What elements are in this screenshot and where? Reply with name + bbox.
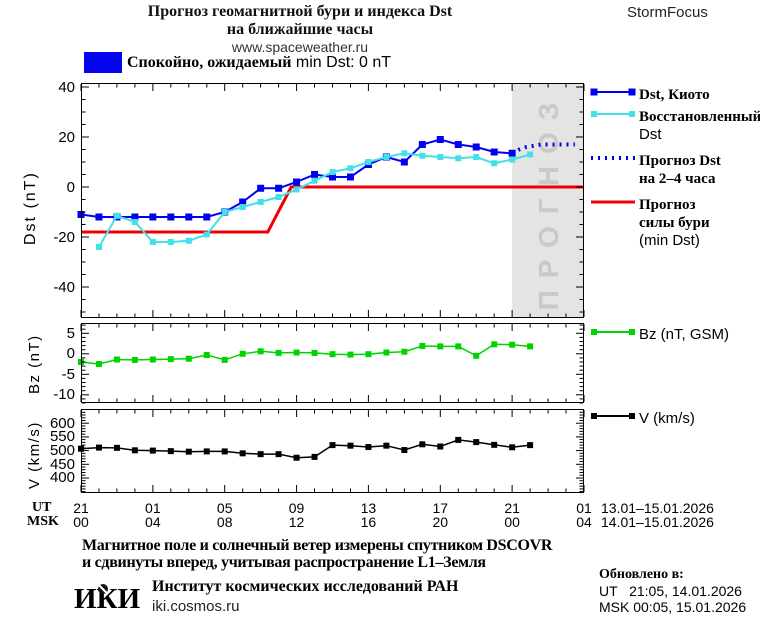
bz-plot-frame <box>81 323 584 403</box>
bz-ytick-label: 0 <box>66 345 75 363</box>
legend-label: V (km/s) <box>639 410 695 427</box>
legend-label: (min Dst) <box>639 232 700 249</box>
legend-label: Dst, Киото <box>639 87 710 103</box>
v-legend-sample-icon <box>591 413 635 419</box>
updated-label: Обновлено в: <box>599 567 684 582</box>
v-ytick-label: 450 <box>49 455 75 473</box>
x-tick-label-ut: 21 <box>73 500 89 516</box>
updated-msk: MSK 00:05, 15.01.2026 <box>599 599 747 615</box>
dst-ytick-label: -20 <box>53 228 75 246</box>
bz-gsm-series <box>78 341 534 368</box>
bz-ytick-label: -10 <box>53 386 75 404</box>
bz-legend-sample-icon <box>591 329 635 335</box>
legend-label: Bz (nT, GSM) <box>639 326 730 343</box>
forecast-band-label: ПРОГНОЗ <box>533 91 564 311</box>
restored-dst-legend-sample-icon <box>591 111 635 117</box>
legend-item-storm-strength: Прогноз силы бури (min Dst) <box>591 196 760 250</box>
footer-note-line1: Магнитное поле и солнечный ветер измерен… <box>82 537 553 554</box>
x-tick-label-msk: 16 <box>360 514 377 530</box>
v-ytick-label: 500 <box>49 442 75 460</box>
v-ytick-label: 600 <box>49 414 75 432</box>
dst-ytick-label: 0 <box>66 178 75 196</box>
quiet-level-swatch <box>84 52 122 73</box>
x-tick-label-ut: 01 <box>576 500 592 516</box>
institute-website: iki.cosmos.ru <box>152 598 240 615</box>
v-plot-frame <box>81 409 584 493</box>
status-text-ru: Спокойно, ожидаемый <box>127 54 292 71</box>
msk-row-label: MSK <box>27 514 59 529</box>
legend-item-bz: Bz (nT, GSM) <box>591 326 760 344</box>
v-ticks <box>80 409 585 493</box>
dst-ytick-label: 40 <box>58 78 75 96</box>
v-plot <box>78 409 585 493</box>
legend-item-dst-kyoto: Dst, Киото <box>590 86 760 104</box>
x-tick-label-msk: 12 <box>288 514 305 530</box>
x-tick-label-msk: 04 <box>576 514 592 530</box>
bz-ticks <box>80 324 585 404</box>
dst-plot-frame <box>81 83 584 318</box>
storm-strength-forecast-series <box>81 185 584 234</box>
x-tick-label-msk: 08 <box>216 514 233 530</box>
solar-wind-speed-series <box>78 436 534 461</box>
page-subtitle: на ближайшие часы <box>226 21 374 38</box>
forecast-dst-legend-sample-icon <box>591 156 635 160</box>
brand-label: StormFocus <box>627 4 708 21</box>
msk-date-range: 14.01–15.01.2026 <box>601 514 714 530</box>
iki-logo-satellite-icon <box>98 584 108 594</box>
bz-ytick-label: -5 <box>61 365 75 383</box>
x-tick-label-msk: 00 <box>73 514 89 530</box>
forecast-band <box>512 84 583 317</box>
x-tick-label-ut: 21 <box>504 500 520 516</box>
status-line: Спокойно, ожидаемый min Dst: 0 nT <box>127 54 391 72</box>
restored-dst-series <box>95 150 534 250</box>
bz-ytick-label: 5 <box>66 324 75 342</box>
dst-kyoto-series <box>77 136 516 221</box>
page-title: Прогноз геомагнитной бури и индекса Dst <box>147 3 453 20</box>
legend-item-v: V (km/s) <box>591 410 760 428</box>
x-tick-label-msk: 20 <box>432 514 449 530</box>
v-ytick-label: 400 <box>49 469 75 487</box>
storm-strength-legend-sample-icon <box>591 200 635 204</box>
footer-note-line2: и сдвинуты вперед, учитывая распростране… <box>82 554 486 571</box>
legend-label: Восстановленный <box>639 109 760 125</box>
dst-ticks <box>80 84 585 317</box>
x-tick-label-ut: 13 <box>360 500 377 516</box>
bz-axis-title: Bz (nT) <box>26 334 43 394</box>
x-tick-label-ut: 09 <box>288 500 305 516</box>
x-tick-label-ut: 05 <box>216 500 233 516</box>
source-website: www.spaceweather.ru <box>231 39 369 55</box>
x-tick-label-msk: 04 <box>145 514 161 530</box>
legend-label: Прогноз <box>639 197 696 213</box>
ut-row-label: UT <box>32 500 52 515</box>
updated-ut: UT 21:05, 14.01.2026 <box>599 583 742 599</box>
legend-item-restored-dst: Восстановленный Dst <box>591 108 760 144</box>
legend-label: силы бури <box>639 215 710 231</box>
legend-item-forecast-dst: Прогноз Dst на 2–4 часа <box>591 152 760 188</box>
v-ytick-label: 550 <box>49 428 75 446</box>
legend-label: на 2–4 часа <box>639 171 716 187</box>
legend-label: Dst <box>639 126 662 143</box>
x-tick-label-msk: 00 <box>504 514 520 530</box>
status-text-en: min Dst: 0 nT <box>295 54 392 71</box>
dst-ytick-label: -40 <box>53 278 75 296</box>
ut-date-range: 13.01–15.01.2026 <box>601 500 714 516</box>
dst-ytick-label: 20 <box>58 128 75 146</box>
bz-plot <box>78 323 585 404</box>
dst-plot: ПРОГНОЗ <box>77 83 585 318</box>
x-tick-label-ut: 01 <box>145 500 161 516</box>
dst-kyoto-legend-sample-icon <box>590 88 636 96</box>
legend-label: Прогноз Dst <box>639 153 721 169</box>
institute-name: Институт космических исследований РАН <box>152 578 459 595</box>
x-tick-label-ut: 17 <box>432 500 449 516</box>
